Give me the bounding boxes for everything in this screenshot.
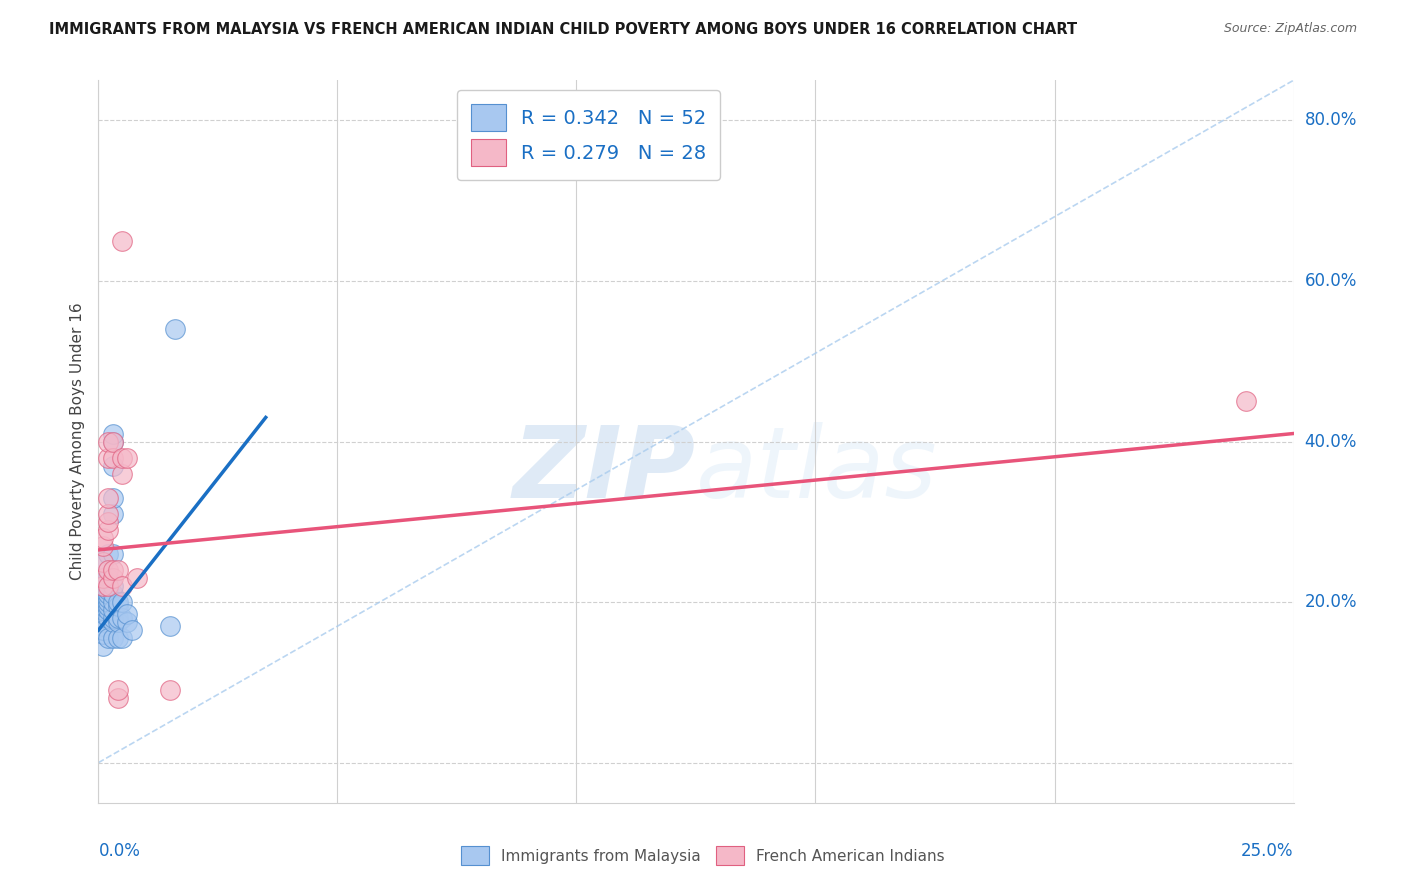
Point [101, 434, 124, 449]
Point [101, 571, 124, 585]
Point [91, 571, 114, 585]
Point [97, 523, 120, 537]
Point [97, 579, 120, 593]
Point [111, 450, 134, 465]
Point [97, 599, 120, 614]
Point [101, 458, 124, 473]
Point [97, 507, 120, 521]
Point [91, 627, 114, 641]
Y-axis label: Child Poverty Among Boys Under 16: Child Poverty Among Boys Under 16 [69, 302, 84, 581]
Point [91, 531, 114, 545]
Point [91, 595, 114, 609]
Point [91, 539, 114, 553]
Point [107, 599, 129, 614]
Point [101, 615, 124, 630]
Point [97, 450, 120, 465]
Point [115, 450, 138, 465]
Point [107, 632, 129, 646]
Point [121, 623, 143, 637]
Point [101, 587, 124, 601]
Point [97, 434, 120, 449]
Text: 40.0%: 40.0% [1305, 433, 1357, 450]
Point [101, 547, 124, 561]
Text: Source: ZipAtlas.com: Source: ZipAtlas.com [1223, 22, 1357, 36]
Point [97, 515, 120, 529]
Point [91, 574, 114, 589]
Point [97, 632, 120, 646]
Point [91, 579, 114, 593]
Point [125, 571, 148, 585]
Text: 25.0%: 25.0% [1241, 842, 1294, 860]
Point [111, 595, 134, 609]
Text: 60.0%: 60.0% [1305, 272, 1357, 290]
Point [115, 607, 138, 621]
Point [91, 555, 114, 569]
Point [91, 583, 114, 598]
Point [159, 619, 181, 633]
Point [101, 611, 124, 625]
Point [101, 507, 124, 521]
Point [101, 491, 124, 505]
Text: ZIP: ZIP [513, 422, 696, 519]
Point [101, 563, 124, 577]
Point [101, 579, 124, 593]
Point [163, 322, 186, 336]
Point [107, 563, 129, 577]
Point [107, 683, 129, 698]
Point [91, 607, 114, 621]
Point [1234, 394, 1257, 409]
Point [101, 426, 124, 441]
Point [97, 591, 120, 606]
Text: IMMIGRANTS FROM MALAYSIA VS FRENCH AMERICAN INDIAN CHILD POVERTY AMONG BOYS UNDE: IMMIGRANTS FROM MALAYSIA VS FRENCH AMERI… [49, 22, 1077, 37]
Point [97, 547, 120, 561]
Point [97, 603, 120, 617]
Point [101, 595, 124, 609]
Legend: Immigrants from Malaysia, French American Indians: Immigrants from Malaysia, French America… [456, 840, 950, 871]
Point [91, 599, 114, 614]
Point [115, 615, 138, 630]
Point [91, 611, 114, 625]
Point [107, 611, 129, 625]
Point [101, 450, 124, 465]
Point [159, 683, 181, 698]
Point [97, 587, 120, 601]
Point [91, 615, 114, 630]
Text: 20.0%: 20.0% [1305, 593, 1357, 611]
Point [91, 623, 114, 637]
Point [97, 583, 120, 598]
Point [97, 571, 120, 585]
Point [111, 579, 134, 593]
Point [91, 579, 114, 593]
Point [111, 611, 134, 625]
Point [91, 603, 114, 617]
Text: 0.0%: 0.0% [98, 842, 141, 860]
Point [111, 632, 134, 646]
Point [97, 491, 120, 505]
Point [107, 615, 129, 630]
Point [111, 234, 134, 248]
Point [107, 595, 129, 609]
Point [97, 595, 120, 609]
Point [101, 632, 124, 646]
Point [101, 603, 124, 617]
Point [91, 619, 114, 633]
Point [91, 591, 114, 606]
Text: 80.0%: 80.0% [1305, 112, 1357, 129]
Point [97, 611, 120, 625]
Point [111, 467, 134, 481]
Point [101, 434, 124, 449]
Point [97, 563, 120, 577]
Point [107, 691, 129, 706]
Point [91, 555, 114, 569]
Point [91, 587, 114, 601]
Legend: R = 0.342   N = 52, R = 0.279   N = 28: R = 0.342 N = 52, R = 0.279 N = 28 [457, 90, 720, 180]
Text: atlas: atlas [696, 422, 938, 519]
Point [91, 639, 114, 653]
